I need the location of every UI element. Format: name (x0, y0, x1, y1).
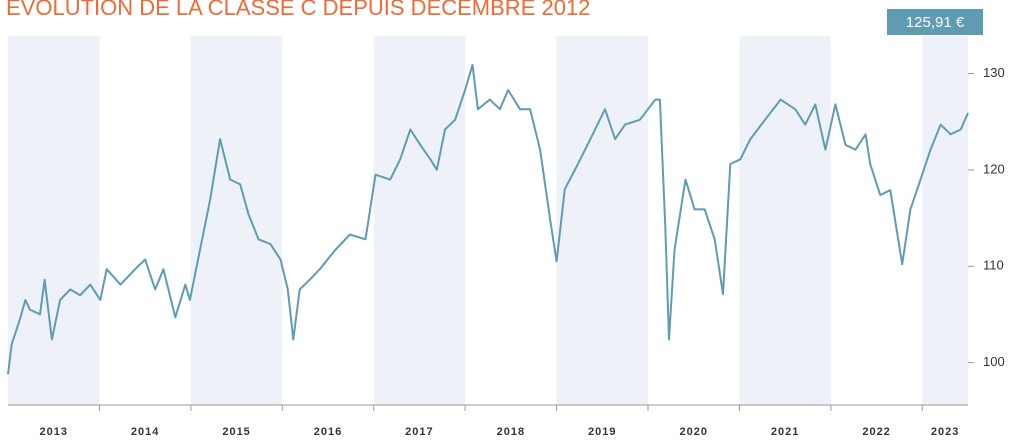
x-tick-label: 2015 (222, 426, 250, 438)
last-value-label: 125,91 € (906, 14, 965, 31)
x-tick-label: 2017 (405, 426, 433, 438)
year-band (190, 36, 283, 405)
y-tick-label: 130 (983, 65, 1005, 80)
x-tick-label: 2020 (679, 426, 707, 438)
year-band (739, 36, 831, 405)
year-band (373, 36, 466, 405)
year-band (8, 36, 100, 405)
x-tick-label: 2014 (131, 426, 159, 438)
year-band (922, 36, 968, 405)
last-value-badge (887, 9, 983, 35)
x-tick-label: 2022 (862, 426, 890, 438)
x-tick-label: 2019 (588, 426, 616, 438)
y-tick-label: 100 (983, 354, 1005, 369)
price-line (7, 63, 969, 375)
x-tick-label: 2016 (314, 426, 342, 438)
year-band (556, 36, 648, 405)
chart-title: ÉVOLUTION DE LA CLASSE C DEPUIS DÉCEMBRE… (6, 0, 590, 20)
y-tick-label: 110 (983, 258, 1004, 273)
y-tick-label: 120 (983, 161, 1005, 176)
x-tick-label: 2021 (771, 426, 799, 438)
x-tick-label: 2023 (931, 426, 959, 438)
x-tick-label: 2018 (497, 426, 525, 438)
x-tick-label: 2013 (39, 426, 67, 438)
